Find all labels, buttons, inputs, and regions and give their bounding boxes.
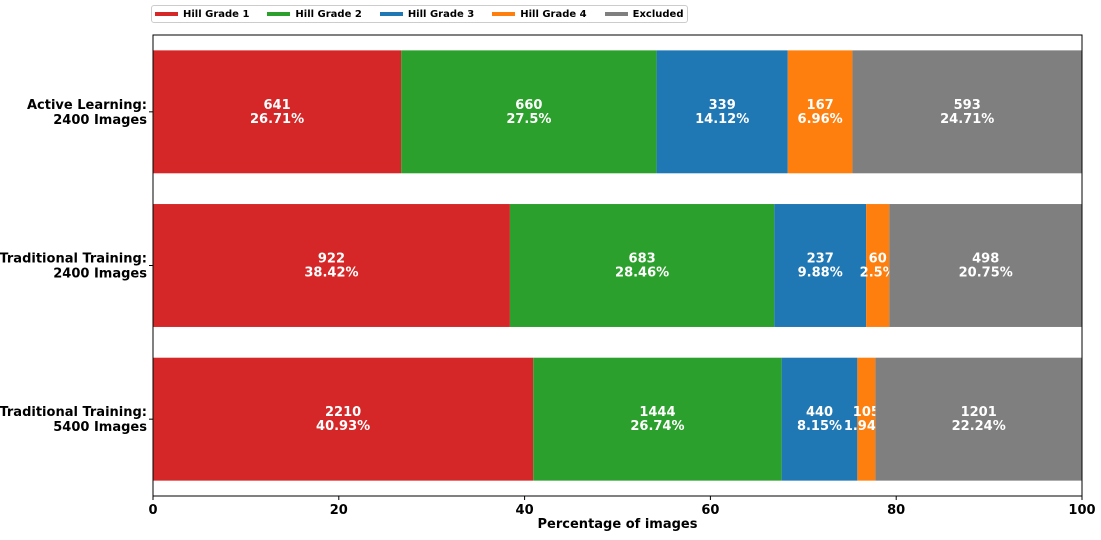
legend-item: Hill Grade 1 — [155, 9, 249, 20]
bar-segment — [774, 204, 867, 327]
bar-segment — [857, 357, 876, 481]
x-tick-label: 20 — [330, 503, 348, 518]
legend-swatch — [379, 12, 403, 16]
y-tick-label: Traditional Training: 5400 Images — [0, 405, 147, 435]
data-label: 167 6.96% — [798, 98, 843, 127]
data-label: 60 2.5% — [860, 252, 896, 281]
chart-legend: Hill Grade 1 Hill Grade 2 Hill Grade 3 Hill… — [151, 5, 689, 23]
legend-label: Hill Grade 4 — [520, 8, 587, 20]
bar-segment — [509, 204, 775, 327]
legend-item: Hill Grade 3 — [379, 8, 475, 20]
plot-frame — [152, 34, 1083, 497]
x-tick-label: 0 — [148, 503, 157, 518]
x-tick-label: 80 — [887, 503, 905, 518]
x-tick-label: 60 — [701, 503, 719, 518]
data-label: 922 38.42% — [304, 252, 358, 281]
bar-segment — [656, 50, 788, 174]
x-axis-label: Percentage of images — [538, 517, 698, 532]
data-label: 237 9.88% — [798, 252, 843, 281]
legend-item: Hill Grade 4 — [492, 8, 587, 20]
legend-label: Excluded — [632, 8, 684, 20]
bar-segment — [889, 204, 1083, 327]
data-label: 641 26.71% — [250, 98, 304, 127]
bar-segment — [866, 204, 890, 327]
y-tick-label: Traditional Training: 2400 Images — [0, 252, 147, 282]
data-label: 660 27.5% — [506, 98, 551, 127]
legend-label: Hill Grade 3 — [407, 8, 475, 20]
bar-segment — [875, 357, 1082, 481]
data-label: 498 20.75% — [959, 252, 1013, 281]
data-label: 593 24.71% — [940, 98, 994, 127]
data-label: 2210 40.93% — [316, 405, 370, 434]
bar-segment — [401, 50, 657, 174]
legend-item: Excluded — [604, 8, 684, 20]
data-label: 339 14.12% — [695, 98, 749, 127]
x-tick-label: 40 — [516, 503, 534, 518]
legend-swatch — [604, 12, 628, 16]
data-label: 683 28.46% — [615, 252, 669, 281]
legend-label: Hill Grade 2 — [295, 8, 362, 20]
legend-swatch — [267, 12, 291, 16]
data-label: 1444 26.74% — [630, 405, 684, 434]
data-label: 1201 22.24% — [952, 405, 1006, 434]
x-tick-label: 100 — [1068, 503, 1095, 518]
legend-swatch — [155, 12, 178, 16]
bar-segment — [852, 50, 1082, 174]
bar-segment — [781, 357, 858, 481]
bar-segment — [787, 50, 853, 174]
legend-swatch — [492, 12, 516, 16]
data-label: 440 8.15% — [797, 405, 842, 434]
bar-segment — [533, 357, 782, 481]
legend-item: Hill Grade 2 — [267, 8, 362, 20]
bar-segment — [153, 357, 534, 481]
bar-segment — [153, 204, 510, 327]
y-tick-label: Active Learning: 2400 Images — [27, 98, 147, 128]
bar-segment — [153, 50, 402, 174]
legend-label: Hill Grade 1 — [183, 8, 250, 20]
